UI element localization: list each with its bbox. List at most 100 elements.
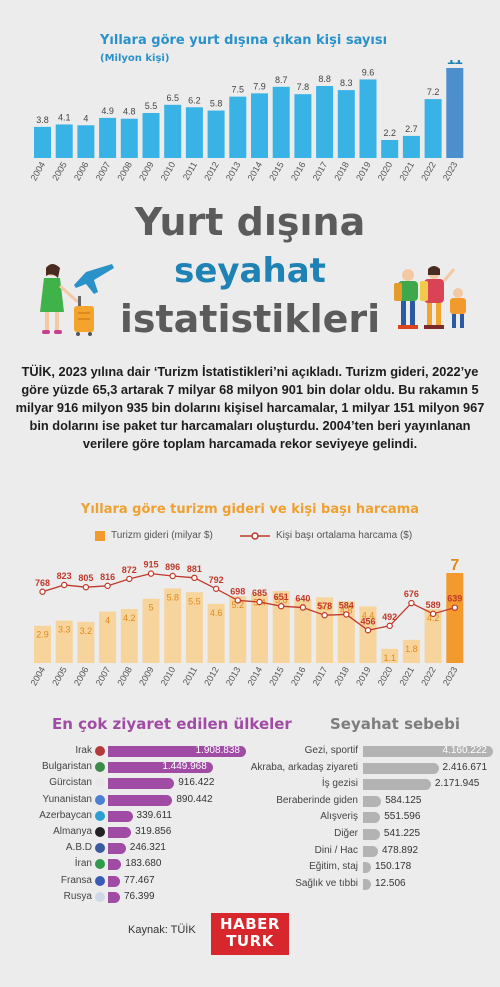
category-label: Alışveriş — [320, 811, 358, 823]
bar-2019 — [359, 79, 377, 158]
value-label: 150.178 — [375, 861, 412, 873]
x-tick-2013: 2013 — [224, 160, 243, 182]
x-tick-2-2014: 2014 — [246, 665, 265, 687]
value-label-2023: 11 — [447, 60, 463, 68]
spend-bar-2008 — [120, 609, 138, 663]
spend-label-2023: 7 — [450, 557, 459, 574]
bar-2012 — [207, 110, 225, 158]
category-label: Fransa — [60, 874, 92, 886]
haberturk-logo: HABER TURK — [211, 913, 289, 955]
spend-label-2015: 5.6 — [275, 595, 288, 605]
bar-2021 — [402, 135, 420, 158]
bar — [363, 812, 381, 824]
category-label: Almanya — [53, 826, 92, 837]
spend-label-2020: 1.1 — [383, 653, 396, 663]
per-capita-point-2011 — [191, 574, 198, 582]
x-tick-2-2005: 2005 — [50, 665, 69, 687]
spend-bar-2013 — [229, 596, 247, 663]
value-label-2009: 5.5 — [145, 101, 158, 111]
flag-icon — [95, 843, 105, 854]
flag-icon — [95, 891, 105, 902]
x-tick-2-2022: 2022 — [419, 665, 438, 687]
x-tick-2020: 2020 — [376, 160, 395, 182]
bar — [363, 829, 380, 840]
x-tick-2007: 2007 — [94, 160, 113, 182]
chart2-plot: 2.9 2004 3.3 2005 3.2 2006 4 2007 4.2 2008 5 2009 5.… — [29, 557, 464, 687]
x-tick-2010: 2010 — [159, 160, 178, 182]
value-label-2021: 2.7 — [405, 124, 418, 134]
value-label: 890.442 — [176, 793, 213, 805]
x-tick-2-2008: 2008 — [115, 665, 134, 687]
chart4-title: Seyahat sebebi — [330, 715, 460, 733]
per-capita-point-2012 — [212, 585, 220, 592]
bar-2004 — [34, 126, 51, 158]
per-capita-point-2004 — [39, 588, 46, 595]
value-label: 1.449.968 — [162, 761, 207, 773]
per-capita-label-2015: 651 — [274, 592, 289, 602]
legend-swatch-bar — [95, 530, 105, 541]
value-label: 2.416.671 — [442, 761, 488, 773]
value-label: 478.892 — [381, 844, 419, 856]
spend-label-2017: 5.1 — [318, 601, 331, 611]
x-tick-2-2015: 2015 — [267, 665, 286, 687]
per-capita-label-2023: 639 — [447, 594, 462, 604]
value-label: 183.680 — [125, 858, 162, 870]
x-tick-2023: 2023 — [441, 160, 460, 182]
category-label: Sağlık ve tıbbi — [295, 877, 358, 889]
x-tick-2-2018: 2018 — [332, 665, 351, 687]
x-tick-2004: 2004 — [29, 160, 48, 182]
category-label: Eğitim, staj — [309, 861, 358, 873]
category-label: Beraberinde giden — [276, 794, 358, 806]
value-label: 12.506 — [375, 877, 406, 889]
value-label-2004: 3.8 — [36, 115, 49, 125]
value-label-2007: 4.9 — [101, 106, 114, 116]
bar-2016 — [294, 94, 312, 158]
spend-label-2010: 5.8 — [166, 592, 179, 602]
value-label-2019: 9.6 — [362, 67, 375, 77]
bar — [363, 746, 493, 757]
value-label-2015: 8.7 — [275, 75, 288, 85]
x-tick-2-2006: 2006 — [72, 665, 91, 687]
per-capita-label-2009: 915 — [143, 560, 158, 570]
spend-bar-2021 — [402, 639, 420, 663]
bar — [108, 794, 173, 806]
spend-bar-2010 — [164, 588, 182, 663]
category-label: Gürcistan — [49, 777, 92, 789]
spend-label-2004: 2.9 — [36, 630, 49, 640]
x-tick-2012: 2012 — [202, 160, 221, 182]
per-capita-label-2021: 676 — [404, 589, 419, 599]
bar-2023 — [446, 68, 464, 158]
per-capita-label-2007: 816 — [100, 572, 115, 582]
x-tick-2-2023: 2023 — [441, 665, 460, 687]
per-capita-label-2008: 872 — [122, 565, 137, 575]
per-capita-label-2013: 698 — [230, 586, 245, 596]
per-capita-point-2006 — [82, 583, 90, 591]
category-label: Gezi, sportif — [304, 745, 358, 756]
value-label: 339.611 — [136, 809, 172, 821]
legend-item-spending: Turizm gideri (milyar $) — [95, 530, 213, 541]
value-label: 77.467 — [124, 874, 155, 886]
spend-bar-2020 — [381, 648, 399, 663]
spend-bar-2005 — [55, 620, 73, 663]
x-tick-2022: 2022 — [419, 160, 438, 182]
x-tick-2018: 2018 — [332, 160, 351, 182]
per-capita-label-2005: 823 — [57, 571, 72, 581]
flag-icon — [95, 746, 105, 756]
category-label: Rusya — [63, 890, 92, 902]
per-capita-label-2019: 456 — [360, 616, 375, 626]
per-capita-label-2014: 685 — [252, 588, 267, 598]
per-capita-label-2017: 578 — [317, 601, 332, 611]
value-label: 551.596 — [384, 811, 421, 823]
spend-bar-2012 — [207, 603, 225, 663]
value-label: 1.908.838 — [195, 745, 241, 756]
legend-label-spending: Turizm gideri (milyar $) — [111, 530, 213, 541]
bar-2020 — [381, 140, 399, 158]
source-text: Kaynak: TÜİK — [128, 924, 196, 936]
x-tick-2-2019: 2019 — [354, 665, 373, 687]
bar — [108, 810, 133, 822]
per-capita-point-2019 — [364, 627, 372, 634]
x-tick-2014: 2014 — [246, 160, 265, 182]
spend-bar-2006 — [77, 621, 95, 663]
logo-line-1: HABER — [220, 915, 280, 933]
x-tick-2-2012: 2012 — [202, 665, 221, 687]
